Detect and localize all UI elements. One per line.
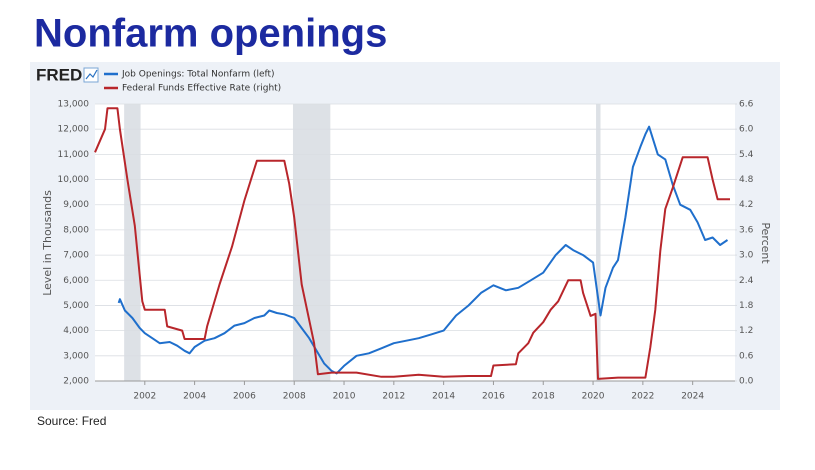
y-tick-label: 11,000	[58, 150, 90, 160]
plot-area	[95, 104, 735, 381]
y2-tick-label: 0.6	[739, 351, 754, 361]
y2-tick-label: 3.0	[739, 251, 754, 261]
y2-tick-label: 1.2	[739, 326, 753, 336]
source: Source: Fred	[37, 414, 106, 428]
x-tick-label: 2002	[133, 392, 156, 402]
logo: FRED	[36, 65, 82, 84]
x-tick-label: 2008	[283, 392, 306, 402]
y2-tick-label: 4.8	[739, 175, 754, 185]
x-tick-label: 2012	[382, 392, 405, 402]
x-tick-label: 2014	[432, 392, 455, 402]
x-tick-label: 2016	[482, 392, 505, 402]
series-line	[117, 125, 729, 375]
x-tick-label: 2004	[183, 392, 206, 402]
y2-tick-label: 6.6	[739, 100, 754, 110]
recession-band	[596, 104, 601, 381]
x-tick-label: 2024	[681, 392, 704, 402]
legend-label: Job Openings: Total Nonfarm (left)	[121, 70, 275, 80]
y-tick-label: 2,000	[63, 377, 89, 387]
y2-tick-label: 2.4	[739, 276, 754, 286]
y2-tick-label: 0.0	[739, 377, 754, 387]
page-title: Nonfarm openings	[34, 12, 387, 56]
y-tick-label: 4,000	[63, 326, 89, 336]
legend-label: Federal Funds Effective Rate (right)	[122, 84, 281, 94]
y-tick-label: 6,000	[63, 276, 89, 286]
y-tick-label: 10,000	[58, 175, 90, 185]
y2-axis-label: Percent	[759, 222, 772, 264]
series-line	[94, 107, 730, 380]
y-tick-label: 13,000	[58, 100, 90, 110]
y-tick-label: 7,000	[63, 251, 89, 261]
x-tick-label: 2006	[233, 392, 256, 402]
y2-tick-label: 6.0	[739, 125, 754, 135]
logo-icon-line	[85, 69, 98, 80]
x-tick-label: 2022	[631, 392, 654, 402]
y-tick-label: 12,000	[58, 125, 90, 135]
y-tick-label: 3,000	[63, 351, 89, 361]
y2-tick-label: 1.8	[739, 301, 754, 311]
y-tick-label: 5,000	[63, 301, 89, 311]
y2-tick-label: 3.6	[739, 225, 754, 235]
x-tick-label: 2010	[333, 392, 356, 402]
x-tick-label: 2020	[582, 392, 605, 402]
y-tick-label: 8,000	[63, 225, 89, 235]
y2-tick-label: 4.2	[739, 200, 753, 210]
recession-band	[124, 104, 141, 381]
y2-tick-label: 5.4	[739, 150, 754, 160]
y-axis-label: Level in Thousands	[41, 190, 54, 296]
x-tick-label: 2018	[532, 392, 555, 402]
y-tick-label: 9,000	[63, 200, 89, 210]
recession-band	[292, 104, 331, 381]
